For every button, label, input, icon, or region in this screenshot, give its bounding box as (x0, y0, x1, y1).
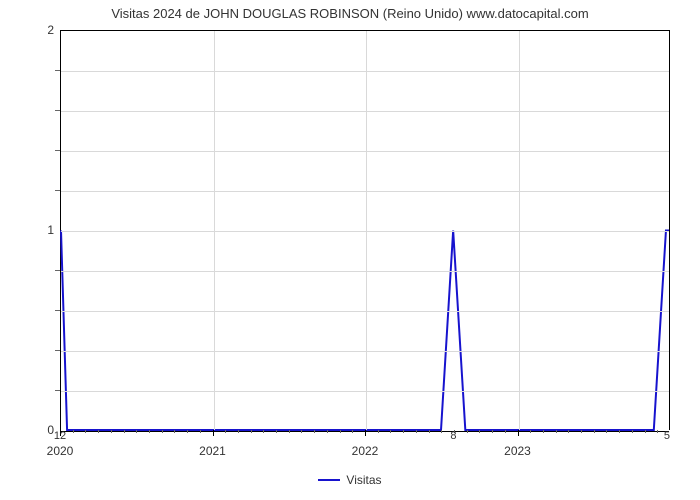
x-tick-major (518, 430, 519, 436)
grid-vertical (519, 31, 520, 430)
x-tick-minor (416, 430, 417, 433)
legend: Visitas (0, 468, 700, 487)
plot-area (60, 30, 670, 430)
x-tick-minor (124, 430, 125, 433)
x-tick-minor (276, 430, 277, 433)
legend-item-visitas: Visitas (318, 473, 381, 487)
x-tick-minor (505, 430, 506, 433)
x-tick-minor (263, 430, 264, 433)
x-tick-minor (429, 430, 430, 433)
y-tick-label: 1 (14, 223, 54, 237)
y-minor-tick (55, 150, 60, 151)
grid-horizontal (61, 351, 669, 352)
x-tick-minor (530, 430, 531, 433)
grid-vertical (214, 31, 215, 430)
grid-horizontal (61, 391, 669, 392)
x-tick-minor (619, 430, 620, 433)
x-tick-minor (314, 430, 315, 433)
x-tick-minor (251, 430, 252, 433)
legend-label: Visitas (346, 473, 381, 487)
chart-container: Visitas 2024 de JOHN DOUGLAS ROBINSON (R… (0, 0, 700, 500)
x-annotation: 8 (450, 430, 456, 442)
x-annotation: 5 (664, 430, 670, 442)
x-tick-label: 2023 (504, 444, 531, 458)
x-tick-minor (403, 430, 404, 433)
x-tick-minor (581, 430, 582, 433)
y-minor-tick (55, 110, 60, 111)
x-tick-minor (98, 430, 99, 433)
x-tick-minor (441, 430, 442, 433)
x-annotation: 12 (54, 430, 66, 442)
x-tick-minor (543, 430, 544, 433)
x-tick-label: 2021 (199, 444, 226, 458)
y-tick-label: 2 (14, 23, 54, 37)
x-tick-minor (174, 430, 175, 433)
x-tick-minor (492, 430, 493, 433)
y-minor-tick (55, 310, 60, 311)
grid-vertical (366, 31, 367, 430)
x-tick-minor (479, 430, 480, 433)
x-tick-label: 2020 (47, 444, 74, 458)
x-tick-minor (657, 430, 658, 433)
grid-horizontal (61, 71, 669, 72)
chart-title: Visitas 2024 de JOHN DOUGLAS ROBINSON (R… (0, 6, 700, 21)
x-tick-minor (594, 430, 595, 433)
x-tick-major (213, 430, 214, 436)
x-tick-minor (556, 430, 557, 433)
x-tick-minor (467, 430, 468, 433)
grid-horizontal (61, 271, 669, 272)
legend-swatch (318, 479, 340, 481)
x-tick-minor (568, 430, 569, 433)
x-tick-minor (85, 430, 86, 433)
y-tick-label: 0 (14, 423, 54, 437)
x-tick-minor (73, 430, 74, 433)
x-tick-minor (327, 430, 328, 433)
grid-horizontal (61, 191, 669, 192)
grid-horizontal (61, 151, 669, 152)
grid-horizontal (61, 311, 669, 312)
y-minor-tick (55, 390, 60, 391)
grid-horizontal (61, 111, 669, 112)
y-minor-tick (55, 190, 60, 191)
x-tick-minor (390, 430, 391, 433)
x-tick-minor (225, 430, 226, 433)
x-tick-minor (340, 430, 341, 433)
x-tick-minor (378, 430, 379, 433)
x-tick-minor (301, 430, 302, 433)
x-tick-minor (645, 430, 646, 433)
x-tick-major (365, 430, 366, 436)
x-tick-minor (162, 430, 163, 433)
x-tick-minor (606, 430, 607, 433)
x-tick-minor (200, 430, 201, 433)
x-tick-minor (149, 430, 150, 433)
x-tick-label: 2022 (352, 444, 379, 458)
grid-horizontal (61, 231, 669, 232)
y-minor-tick (55, 70, 60, 71)
x-tick-minor (238, 430, 239, 433)
x-tick-minor (111, 430, 112, 433)
y-minor-tick (55, 350, 60, 351)
y-minor-tick (55, 270, 60, 271)
x-tick-minor (632, 430, 633, 433)
series-visitas (61, 231, 669, 431)
x-tick-minor (289, 430, 290, 433)
x-tick-minor (352, 430, 353, 433)
x-tick-minor (187, 430, 188, 433)
x-tick-minor (136, 430, 137, 433)
